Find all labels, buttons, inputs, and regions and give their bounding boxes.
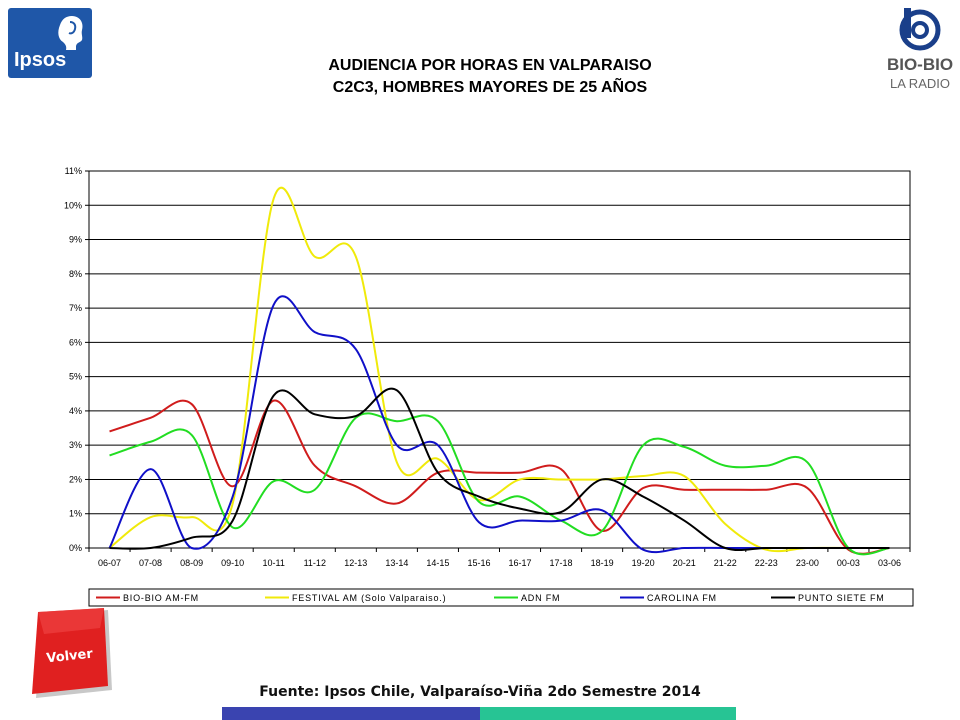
plot-area	[88, 170, 911, 549]
ipsos-face-icon	[58, 16, 83, 50]
legend-label: BIO-BIO AM-FM	[123, 593, 199, 603]
series-line-4	[108, 295, 890, 554]
ipsos-logo: Ipsos	[8, 8, 92, 78]
y-tick-label: 3%	[69, 440, 82, 450]
x-tick-label: 18-19	[591, 558, 614, 568]
legend-label: FESTIVAL AM (Solo Valparaiso.)	[292, 593, 446, 603]
x-tick-label: 13-14	[385, 558, 408, 568]
y-tick-label: 7%	[69, 303, 82, 313]
x-tick-label: 15-16	[467, 558, 490, 568]
footer-bar-blue	[222, 707, 480, 720]
chart-title-line2: C2C3, HOMBRES MAYORES DE 25 AÑOS	[332, 79, 648, 96]
y-tick-label: 8%	[69, 269, 82, 279]
y-tick-label: 1%	[69, 509, 82, 519]
volver-button[interactable]: Volver	[30, 608, 116, 704]
x-tick-label: 09-10	[221, 558, 244, 568]
x-tick-label: 10-11	[263, 558, 285, 568]
y-tick-label: 2%	[69, 474, 82, 484]
y-tick-label: 6%	[69, 337, 82, 347]
x-tick-label: 11-12	[304, 558, 326, 568]
x-tick-label: 16-17	[509, 558, 532, 568]
x-tick-label: 07-08	[139, 558, 162, 568]
legend-label: CAROLINA FM	[647, 593, 717, 603]
y-tick-label: 4%	[69, 406, 82, 416]
volver-button-label: Volver	[46, 647, 94, 667]
x-tick-label: 19-20	[632, 558, 655, 568]
chart-title-line1: AUDIENCIA POR HORAS EN VALPARAISO	[328, 57, 652, 74]
y-tick-label: 9%	[69, 235, 82, 245]
y-tick-label: 5%	[69, 372, 82, 382]
x-tick-label: 21-22	[714, 558, 737, 568]
bio-bio-logo-text: BIO-BIO	[887, 55, 953, 74]
x-tick-label: 00-03	[837, 558, 860, 568]
legend-label: PUNTO SIETE FM	[798, 593, 885, 603]
source-footer: Fuente: Ipsos Chile, Valparaíso-Viña 2do…	[259, 684, 701, 700]
bio-bio-logo-subtext: LA RADIO	[890, 76, 950, 91]
ipsos-logo-text: Ipsos	[14, 49, 67, 71]
x-tick-label: 03-06	[878, 558, 901, 568]
series-line-1	[109, 399, 890, 555]
x-tick-label: 14-15	[426, 558, 449, 568]
x-tick-label: 08-09	[180, 558, 203, 568]
x-tick-label: 17-18	[550, 558, 573, 568]
series-line-5	[109, 387, 890, 552]
bio-bio-logo: BIO-BIO LA RADIO	[887, 8, 953, 91]
x-tick-label: 23-00	[796, 558, 819, 568]
bio-bio-mark-icon	[899, 8, 941, 51]
x-tick-label: 12-13	[344, 558, 367, 568]
x-tick-label: 22-23	[755, 558, 778, 568]
y-tick-label: 10%	[64, 200, 82, 210]
y-tick-label: 11%	[65, 166, 82, 176]
series-line-3	[109, 412, 890, 556]
legend-label: ADN FM	[521, 593, 560, 603]
footer-bar-teal	[480, 707, 736, 720]
x-tick-label: 06-07	[98, 558, 121, 568]
x-tick-label: 20-21	[673, 558, 696, 568]
y-tick-label: 0%	[69, 543, 82, 553]
chart-title: AUDIENCIA POR HORAS EN VALPARAISO C2C3, …	[190, 55, 790, 99]
